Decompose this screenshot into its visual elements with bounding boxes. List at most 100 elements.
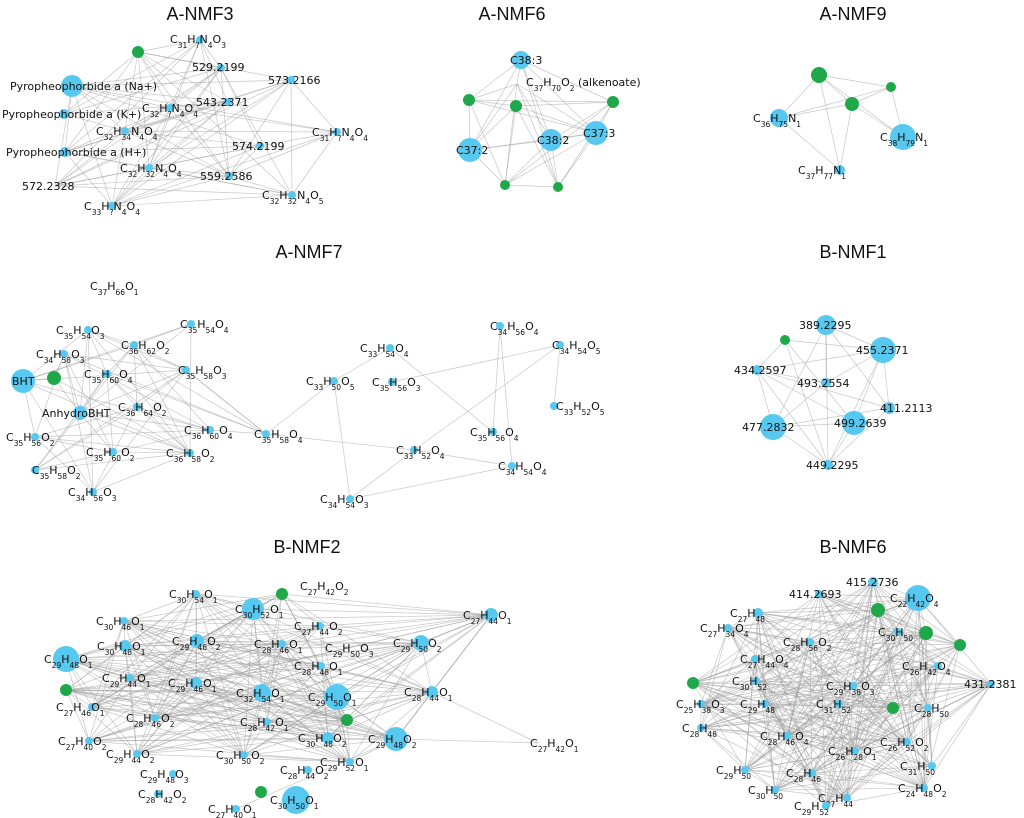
network-node-green — [510, 100, 522, 112]
network-edge — [64, 51, 139, 153]
node-label: C25H38O3 — [676, 698, 725, 715]
network-edge — [877, 609, 939, 667]
network-edge — [266, 643, 283, 723]
network-edge — [349, 642, 422, 763]
network-edge — [65, 689, 397, 740]
network-edge — [65, 658, 197, 684]
network-node-blue — [169, 770, 177, 778]
network-edge — [123, 620, 245, 756]
network-edge — [111, 145, 261, 207]
network-edge — [838, 703, 925, 789]
network-edge — [154, 682, 197, 719]
network-edge — [700, 703, 908, 743]
node-label: C29H44O1 — [102, 672, 151, 689]
network-node-blue — [426, 686, 438, 698]
network-edge — [195, 593, 433, 693]
network-edge — [755, 641, 811, 682]
network-edge — [129, 593, 197, 679]
network-edge — [852, 644, 961, 687]
network-edge — [778, 74, 820, 119]
network-edge — [906, 665, 939, 743]
network-edge — [851, 86, 892, 105]
network-edge — [91, 706, 156, 719]
network-node-blue — [121, 127, 129, 135]
network-edge — [700, 727, 788, 737]
network-edge — [818, 593, 879, 611]
network-edge — [136, 719, 348, 755]
network-edge — [34, 406, 138, 438]
network-edge — [195, 640, 198, 684]
network-edge — [811, 685, 854, 774]
network-node-blue — [808, 769, 816, 777]
network-edge — [92, 452, 191, 493]
node-label: C29H38O3 — [826, 680, 875, 697]
network-edge — [92, 369, 187, 493]
node-label: C29H46O2 — [172, 635, 221, 652]
network-edge — [931, 683, 992, 767]
network-edge — [124, 625, 321, 647]
network-edge — [700, 665, 939, 729]
network-node-blue — [484, 608, 498, 622]
node-label: 573.2166 — [268, 74, 321, 87]
network-node-green — [871, 603, 885, 617]
network-edge — [65, 689, 268, 723]
network-node-blue — [890, 124, 916, 150]
network-edge — [106, 373, 191, 454]
network-node-blue — [262, 430, 270, 438]
node-label: C29H48O2 — [368, 733, 417, 750]
network-edge — [22, 344, 135, 382]
network-node-green — [887, 702, 899, 714]
network-edge — [54, 101, 229, 187]
edges — [65, 593, 539, 810]
network-edge — [825, 631, 899, 807]
network-edge — [818, 593, 908, 743]
network-node-blue — [760, 414, 786, 440]
node-label: C29H44O2 — [106, 748, 155, 765]
network-node-green — [553, 182, 563, 192]
network-edge — [778, 86, 892, 119]
network-edge — [839, 103, 853, 171]
network-edge — [148, 107, 171, 169]
network-edge — [88, 665, 322, 742]
network-edge — [243, 719, 348, 756]
network-edge — [266, 721, 351, 763]
node-label: C30H54O1 — [169, 588, 218, 605]
network-edge — [34, 451, 114, 471]
network-node-blue — [217, 64, 225, 72]
network-edge — [111, 194, 293, 207]
panel-b-nmf2: B-NMF2 C30H54O1 C27H42O2 C30H52O1 C30H46O1 C2… — [44, 537, 579, 818]
network-edge — [700, 627, 729, 705]
network-edge — [169, 101, 229, 109]
network-edge — [65, 658, 338, 698]
network-edge — [825, 750, 856, 807]
network-edge — [692, 682, 854, 687]
network-node-green — [276, 588, 288, 600]
network-edge — [34, 373, 108, 471]
network-edge — [137, 39, 201, 53]
network-edge — [809, 632, 927, 643]
network-node-blue — [316, 622, 324, 630]
network-edge — [744, 769, 776, 791]
network-node-blue — [410, 446, 418, 454]
node-label: 559.2586 — [200, 170, 253, 183]
network-node-blue — [304, 766, 312, 774]
network-edge — [774, 741, 908, 791]
network-node-blue — [550, 402, 558, 410]
network-node-blue — [89, 488, 97, 496]
network-edge — [320, 665, 351, 763]
network-edge — [91, 696, 338, 708]
network-edge — [220, 67, 261, 147]
network-edge — [290, 79, 338, 133]
network-edge — [692, 641, 811, 684]
network-edge — [786, 735, 908, 743]
node-label: C33H52O4 — [396, 444, 445, 461]
network-edge — [756, 369, 827, 384]
network-edge — [320, 642, 422, 667]
node-label: 477.2832 — [742, 421, 795, 434]
network-node-blue — [333, 128, 341, 136]
network-edge — [336, 614, 492, 698]
network-node-blue — [753, 608, 763, 618]
network-edge — [755, 665, 939, 682]
network-node-blue — [458, 138, 482, 162]
